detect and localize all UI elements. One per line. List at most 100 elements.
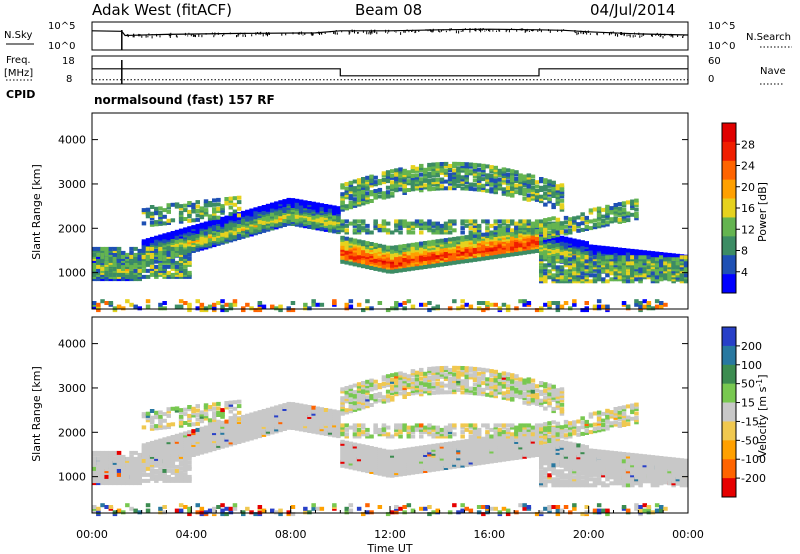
- power-cell: [402, 186, 407, 191]
- nsky-sample: [201, 34, 203, 38]
- nsearch-label: N.Search: [746, 32, 791, 43]
- power-cell: [559, 203, 565, 208]
- velocity-cell: [212, 506, 217, 511]
- power-cell: [199, 210, 205, 215]
- power-cell: [501, 253, 507, 258]
- power-cell: [361, 197, 366, 201]
- power-cell: [390, 169, 395, 174]
- power-cell: [505, 181, 511, 186]
- power-cell: [601, 219, 606, 223]
- power-cell: [452, 228, 457, 233]
- power-cell: [493, 176, 498, 181]
- power-cell: [344, 302, 349, 307]
- power-cell: [427, 167, 432, 172]
- power-cell: [187, 218, 192, 223]
- velocity-cell: [116, 508, 122, 513]
- power-cell: [406, 299, 412, 304]
- power-cell: [510, 175, 515, 180]
- velocity-cell: [298, 403, 304, 408]
- power-cell: [596, 217, 602, 222]
- power-cell: [286, 197, 291, 202]
- power-cell: [563, 224, 569, 229]
- power-cell: [398, 244, 403, 249]
- power-cell: [199, 222, 205, 227]
- power-cell: [580, 255, 585, 260]
- power-cell: [659, 259, 664, 264]
- power-cell: [390, 182, 395, 187]
- power-cell: [625, 271, 631, 276]
- power-cell: [539, 199, 544, 204]
- power-cell: [659, 267, 664, 272]
- power-cell: [352, 219, 358, 224]
- power-cell: [344, 223, 349, 228]
- velocity-cell: [137, 472, 142, 477]
- power-cell: [178, 204, 184, 209]
- power-cell: [576, 222, 581, 227]
- nsky-sample: [147, 36, 149, 38]
- power-cell: [526, 177, 532, 182]
- nsky-sample: [582, 31, 584, 35]
- velocity-cell: [108, 476, 114, 481]
- nsky-sample: [475, 28, 477, 32]
- power-cell: [394, 245, 399, 250]
- power-cell: [514, 170, 519, 175]
- nsky-sample: [669, 34, 670, 36]
- nsky-sample: [608, 33, 610, 36]
- nsky-sample: [370, 29, 372, 33]
- nsky-sample: [376, 31, 378, 35]
- velocity-cell: [265, 407, 271, 412]
- power-cell: [220, 208, 225, 213]
- power-cell: [543, 222, 548, 227]
- power-cell: [203, 199, 209, 204]
- power-cell: [613, 207, 618, 212]
- power-cell: [104, 301, 109, 305]
- velocity-cell: [133, 456, 138, 461]
- power-cell: [369, 176, 374, 181]
- nsky-sample: [449, 28, 451, 32]
- power-cell: [394, 221, 399, 226]
- power-cell: [410, 223, 416, 228]
- power-cell: [638, 267, 643, 272]
- power-cell: [423, 172, 428, 177]
- velocity-cell: [178, 414, 184, 419]
- power-cell: [514, 190, 519, 195]
- power-cell: [435, 253, 440, 258]
- power-cell: [555, 228, 561, 233]
- power-cell: [630, 267, 635, 272]
- power-cell: [625, 248, 631, 253]
- velocity-cell: [199, 417, 205, 421]
- power-cell: [464, 186, 469, 191]
- nsky-sample: [641, 35, 643, 37]
- power-cell: [270, 304, 275, 309]
- nsky-series: [91, 28, 689, 37]
- nsky-sample: [387, 32, 389, 34]
- power-cell: [456, 161, 461, 166]
- power-cell: [423, 176, 428, 181]
- power-cell: [481, 301, 486, 305]
- power-cell: [659, 252, 664, 256]
- nsky-sample: [576, 32, 578, 36]
- power-cell: [352, 223, 358, 228]
- power-cell: [170, 250, 176, 255]
- power-cell: [588, 257, 594, 262]
- power-cell: [410, 221, 416, 226]
- nsky-sample: [522, 28, 524, 30]
- power-cell: [592, 244, 598, 249]
- power-cell: [414, 180, 420, 184]
- nsky-sample: [311, 33, 313, 36]
- power-cell: [568, 223, 573, 228]
- power-cell: [402, 191, 407, 195]
- power-cell: [394, 188, 399, 193]
- power-cell: [232, 299, 238, 304]
- nsky-sample: [557, 29, 559, 32]
- power-cell: [145, 274, 151, 279]
- power-cell: [518, 180, 523, 185]
- power-cell: [187, 270, 192, 275]
- power-cell: [394, 179, 399, 184]
- power-cell: [149, 216, 155, 221]
- velocity-cell: [203, 414, 209, 419]
- power-cell: [112, 262, 118, 267]
- power-cell: [410, 185, 416, 189]
- power-cell: [224, 199, 229, 204]
